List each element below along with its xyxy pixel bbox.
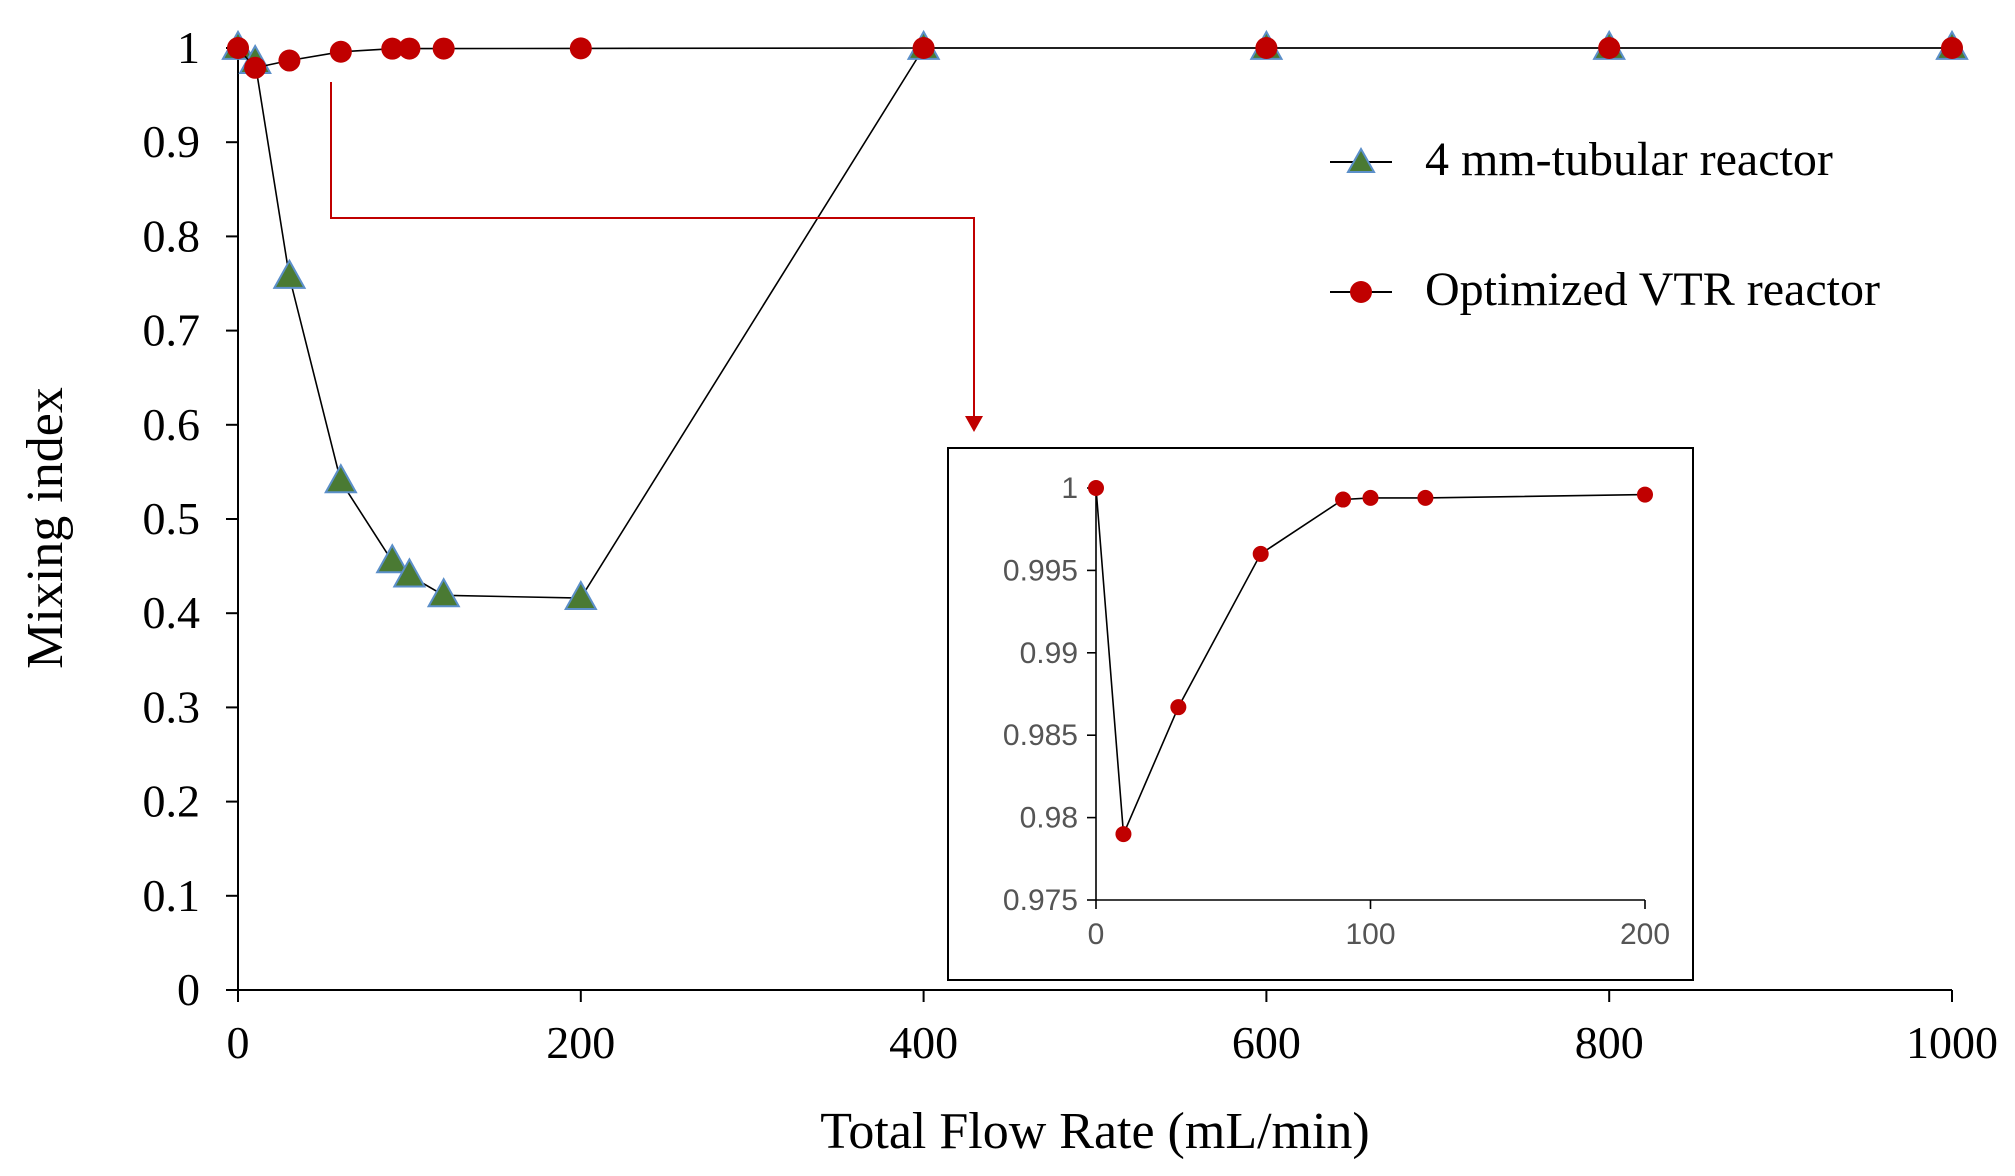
main-circle-point [569, 37, 592, 60]
main-y-tick-label: 0.9 [143, 116, 201, 167]
main-circle-point [381, 37, 404, 60]
y-axis-title: Mixing index [17, 387, 74, 669]
inset-circle-point [1417, 489, 1434, 506]
inset-optimized-vtr-reactor-line [1095, 487, 1646, 835]
inset-x-tick-label: 200 [1620, 918, 1670, 951]
inset-y-tick-label: 0.975 [1003, 884, 1078, 917]
main-y-tick-label: 0 [177, 964, 200, 1015]
inset-y-tick-label: 0.99 [1020, 637, 1078, 670]
main-y-tick-label: 0.7 [143, 305, 201, 356]
inset-axes: 0.975 0.98 0.985 0.99 0.995 1 0 100 200 [1003, 472, 1670, 951]
inset-circle-point [1115, 826, 1132, 843]
main-circle-point [1255, 37, 1278, 59]
zoom-arrow-head [965, 416, 983, 432]
legend-entry-tubular: 4 mm-tubular reactor [1330, 133, 1833, 186]
inset-y-tick-label: 1 [1061, 472, 1078, 505]
main-y-tick-label: 0.5 [143, 493, 201, 544]
main-circle-point [278, 49, 301, 72]
main-triangle-point [375, 543, 410, 574]
main-x-tick-label: 200 [546, 1017, 615, 1068]
main-x-tick-label: 600 [1232, 1017, 1301, 1068]
main-circle-point [227, 37, 249, 59]
main-circle-point [244, 56, 267, 79]
inset-series-optimized-vtr-reactor [1088, 480, 1653, 843]
main-y-tick-label: 0.8 [143, 210, 201, 261]
main-y-tick-label: 0.2 [143, 776, 201, 827]
legend: 4 mm-tubular reactor Optimized VTR react… [1330, 133, 1880, 316]
legend-label-tubular: 4 mm-tubular reactor [1425, 133, 1833, 186]
legend-circle-marker [1350, 281, 1372, 303]
main-x-tick-label: 0 [227, 1017, 250, 1068]
inset-circle-point [1362, 489, 1379, 506]
main-circle-point [1598, 37, 1621, 59]
main-x-tick-label: 800 [1575, 1017, 1644, 1068]
zoom-arrow-line [330, 82, 975, 420]
main-triangle-point [426, 577, 461, 608]
inset-circle-point [1170, 699, 1187, 716]
main-circle-point [432, 37, 455, 60]
main-triangle-point [392, 557, 427, 588]
main-axes: 0 0.1 0.2 0.3 0.4 0.5 0.6 0.7 0.8 0.9 1 0 200 400 600 8… [143, 22, 1999, 1068]
main-x-tick-label: 400 [889, 1017, 958, 1068]
main-circle-point [329, 40, 352, 63]
main-triangle-point [564, 579, 598, 611]
main-y-tick-label: 0.3 [143, 681, 201, 732]
main-y-tick-label: 0.6 [143, 399, 201, 450]
inset-x-tick-label: 0 [1088, 918, 1105, 951]
legend-entry-vtr: Optimized VTR reactor [1330, 263, 1880, 316]
inset-circle-point [1637, 486, 1653, 503]
inset-y-tick-label: 0.985 [1003, 719, 1078, 752]
main-y-tick-label: 1 [177, 22, 200, 73]
series-optimized-vtr-reactor [227, 37, 1963, 79]
main-y-tick-label: 0.1 [143, 870, 201, 921]
inset-frame [947, 447, 1694, 981]
main-circle-point [912, 37, 935, 59]
legend-label-vtr: Optimized VTR reactor [1425, 263, 1880, 316]
inset-y-tick-label: 0.995 [1003, 554, 1078, 587]
inset-circle-point [1335, 491, 1352, 508]
main-circle-point [398, 37, 421, 60]
main-y-tick-label: 0.4 [143, 587, 201, 638]
inset-circle-point [1088, 480, 1104, 496]
main-x-tick-label: 1000 [1906, 1017, 1998, 1068]
inset-y-tick-label: 0.98 [1020, 802, 1078, 835]
inset-x-tick-label: 100 [1345, 918, 1395, 951]
main-circle-point [1941, 37, 1963, 59]
legend-triangle-marker [1346, 146, 1376, 173]
main-triangle-point [324, 463, 358, 494]
x-axis-title: Total Flow Rate (mL/min) [820, 1103, 1370, 1160]
inset-circle-point [1252, 545, 1269, 562]
main-triangle-point [272, 258, 307, 289]
